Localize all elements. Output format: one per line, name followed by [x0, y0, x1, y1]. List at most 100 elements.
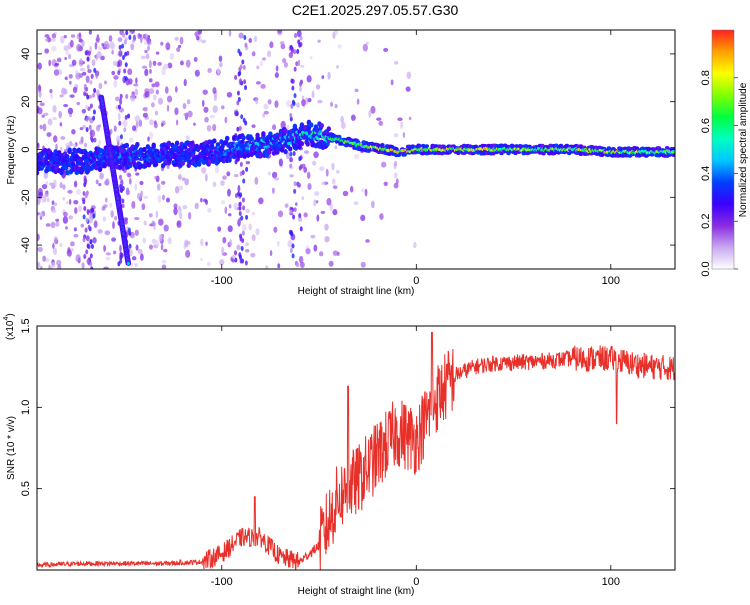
spectrogram-noise-point	[66, 249, 72, 257]
spectrogram-noise-point	[281, 58, 287, 63]
spectrogram-streak-point	[87, 50, 91, 56]
colorbar-frame	[711, 29, 735, 270]
snr-ylabel: SNR (10 * v/v)	[6, 416, 17, 480]
spectrogram-noise-point	[332, 250, 339, 256]
spectrogram-noise-point	[336, 64, 339, 69]
colorbar-tick-label: 0.0	[700, 261, 712, 276]
spectrogram-noise-point	[64, 56, 67, 61]
spectrogram-noise-point	[67, 189, 73, 194]
spectrogram-noise-point	[200, 167, 207, 174]
spectrogram-noise-point	[87, 106, 91, 111]
spectrogram-noise-point	[62, 216, 69, 224]
spectrogram-noise-point	[160, 123, 164, 127]
spectrogram-noise-point	[112, 250, 117, 255]
spectrogram-ridge-halo	[258, 153, 264, 159]
spectrogram-noise-point	[333, 30, 338, 36]
spectrogram-noise-point	[260, 83, 266, 89]
spectrogram-noise-point	[277, 30, 283, 34]
spectrogram-ridge-point	[208, 150, 213, 154]
spectrogram-noise-point	[303, 212, 308, 218]
spectrogram-streak-point	[84, 142, 88, 148]
spectrogram-noise-point	[383, 47, 389, 53]
spectrogram-noise-point	[295, 202, 298, 206]
spectrogram-noise-point	[193, 56, 198, 63]
spectrogram-noise-point	[98, 139, 102, 146]
spectrogram-noise-point	[251, 124, 256, 128]
spectrogram-noise-point	[364, 188, 368, 197]
spectrogram-noise-point	[212, 123, 217, 132]
snr-scale-label: (x104)	[3, 313, 16, 340]
spectrogram-streak-point	[293, 66, 297, 72]
svg-text:(x104): (x104)	[3, 313, 16, 340]
spectrogram-noise-point	[207, 207, 212, 213]
spectrogram-noise-point	[286, 99, 292, 108]
spectrogram-streak-point	[242, 205, 246, 211]
spectrogram-streak-point	[238, 201, 242, 207]
spectrogram-streak-point	[124, 51, 128, 57]
spectrogram-noise-point	[224, 206, 228, 215]
spectrogram-noise-point	[162, 194, 165, 201]
spectrogram-streak-point	[124, 62, 128, 68]
spectrogram-noise-point	[340, 115, 345, 124]
spectrogram-noise-point	[202, 89, 208, 95]
spectrogram-noise-point	[259, 60, 263, 67]
spectrogram-noise-point	[59, 242, 63, 248]
spectrogram-noise-point	[68, 198, 72, 205]
spectrogram-noise-point	[50, 38, 56, 42]
snr-xtick-label: 0	[413, 576, 419, 588]
spectrogram-ridge-halo	[117, 164, 123, 171]
spectrogram-noise-point	[178, 205, 182, 211]
spectrogram-noise-point	[103, 266, 109, 269]
spectrogram-noise-point	[53, 135, 58, 143]
spectrogram-noise-point	[245, 242, 249, 247]
spectrogram-noise-point	[166, 104, 170, 112]
spectrogram-noise-point	[314, 191, 320, 196]
spectrogram-panel: -100 0 100 -40 -20 0 20 40 Height of straight l…	[6, 29, 676, 297]
spectrogram-noise-point	[75, 72, 81, 80]
spectrogram-ridge-halo	[65, 170, 70, 176]
spectrogram-streak-point	[123, 127, 127, 133]
spectrogram-noise-point	[121, 204, 125, 208]
spectrogram-noise-point	[349, 185, 354, 193]
spectrogram-noise-point	[63, 104, 69, 108]
spectrogram-noise-point	[148, 78, 153, 83]
spectrogram-streak-point	[85, 217, 89, 223]
spectrogram-noise-point	[334, 104, 338, 109]
spectrogram-noise-point	[49, 88, 53, 94]
spectrogram-noise-point	[212, 181, 217, 188]
spectrogram-streak-point	[93, 87, 97, 93]
spectrogram-streak-point	[245, 166, 249, 172]
spectrogram-ridge-halo	[261, 131, 266, 137]
spectrogram-noise-point	[82, 124, 87, 129]
spectrogram-streak-point	[239, 258, 243, 264]
spectrogram-streak-point	[296, 49, 300, 55]
spectrogram-ridge-halo	[305, 141, 310, 147]
spectrogram-noise-point	[296, 30, 302, 38]
spectrogram-ridge-halo	[166, 140, 172, 146]
spectrogram-noise-point	[185, 240, 191, 246]
spectrogram-noise-point	[200, 238, 204, 247]
spectrogram-streak-point	[124, 114, 128, 120]
spectrogram-noise-point	[63, 34, 67, 39]
spectrogram-noise-point	[154, 175, 157, 180]
spectrogram-noise-point	[44, 48, 50, 54]
spectrogram-ridge-halo	[197, 161, 202, 167]
spectrogram-noise-point	[228, 30, 232, 37]
spectrogram-noise-point	[360, 214, 366, 222]
snr-ticks: -100 0 100 0.5 1.0 1.5	[20, 318, 675, 588]
spectrogram-noise-point	[334, 145, 338, 150]
spectrogram-streak-point	[290, 78, 294, 84]
spectrogram-noise-point	[73, 143, 77, 148]
spectrogram-noise-point	[59, 122, 63, 127]
spectrogram-noise-point	[103, 204, 108, 208]
spectrogram-ridge-halo	[491, 151, 496, 156]
snr-ytick-label: 1.5	[20, 318, 32, 333]
spectrogram-noise-point	[271, 187, 275, 194]
spectrogram-noise-point	[95, 124, 101, 132]
spectrogram-noise-point	[353, 153, 360, 160]
spectrogram-streak-point	[295, 61, 299, 67]
spectrogram-noise-point	[113, 75, 119, 80]
spectrogram-streak-point	[85, 127, 89, 133]
spectrogram-streak-point	[299, 164, 303, 170]
